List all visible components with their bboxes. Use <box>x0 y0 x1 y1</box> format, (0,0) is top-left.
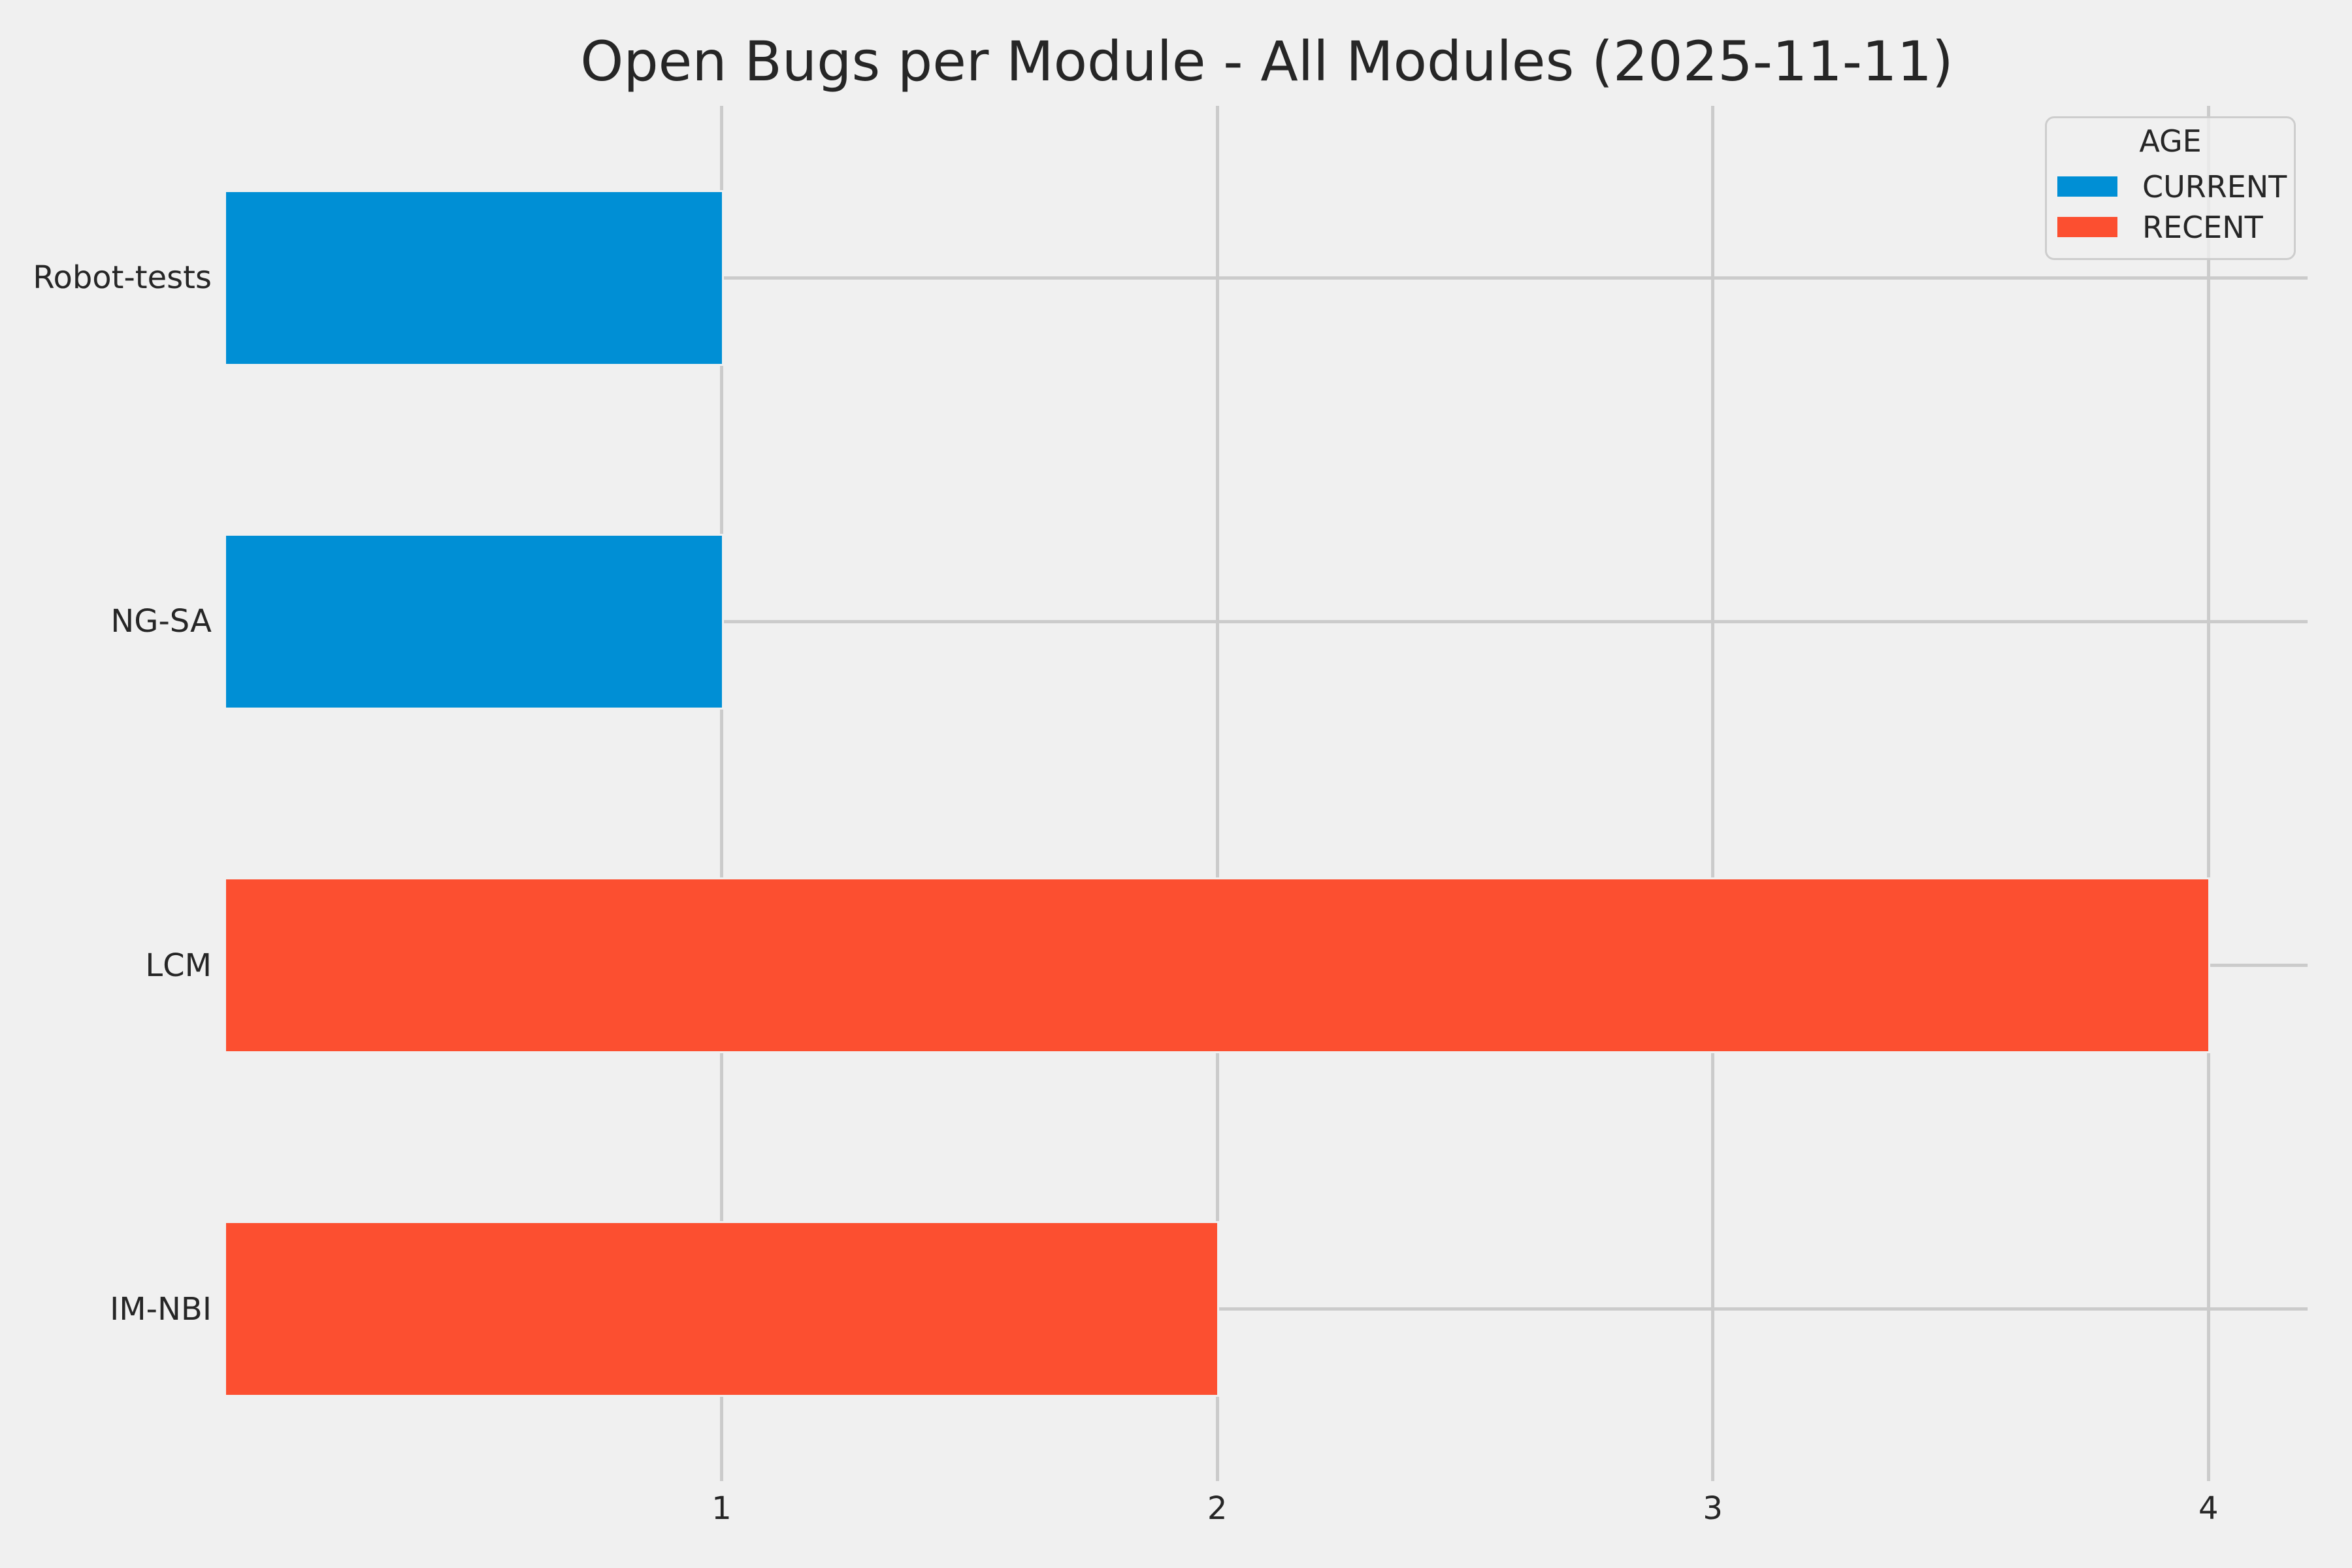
grid-line-horizontal <box>226 276 2308 280</box>
grid-line-vertical <box>720 106 724 1481</box>
grid-line-vertical <box>1215 106 1219 1481</box>
legend-entry-label: RECENT <box>2142 209 2263 245</box>
x-tick-label: 4 <box>2198 1490 2219 1527</box>
x-tick-label: 2 <box>1207 1490 1228 1527</box>
grid-line-vertical <box>1711 106 1715 1481</box>
bar-im-nbi <box>226 1223 1217 1396</box>
category-label: Robot-tests <box>33 259 212 297</box>
x-tick-label: 1 <box>711 1490 732 1527</box>
grid-line-horizontal <box>226 1307 2308 1311</box>
x-tick-label: 3 <box>1703 1490 1723 1527</box>
legend-title: AGE <box>2139 123 2202 159</box>
category-label: LCM <box>145 947 212 984</box>
legend-swatch-current <box>2057 176 2117 197</box>
legend: AGE CURRENT RECENT <box>2045 116 2296 260</box>
legend-swatch-recent <box>2057 217 2117 238</box>
legend-entry-label: CURRENT <box>2142 169 2287 204</box>
grid-line-vertical <box>2206 106 2210 1481</box>
bar-lcm <box>226 879 2208 1052</box>
bar-ng-sa <box>226 535 722 708</box>
grid-line-horizontal <box>226 619 2308 623</box>
category-label: NG-SA <box>110 603 212 640</box>
legend-entry-current: CURRENT <box>2057 169 2294 205</box>
bar-robot-tests <box>226 191 722 364</box>
legend-entries: CURRENT RECENT <box>2057 165 2294 246</box>
chart-title: Open Bugs per Module - All Modules (2025… <box>580 29 1953 93</box>
legend-entry-recent: RECENT <box>2057 209 2294 246</box>
category-label: IM-NBI <box>110 1290 212 1328</box>
